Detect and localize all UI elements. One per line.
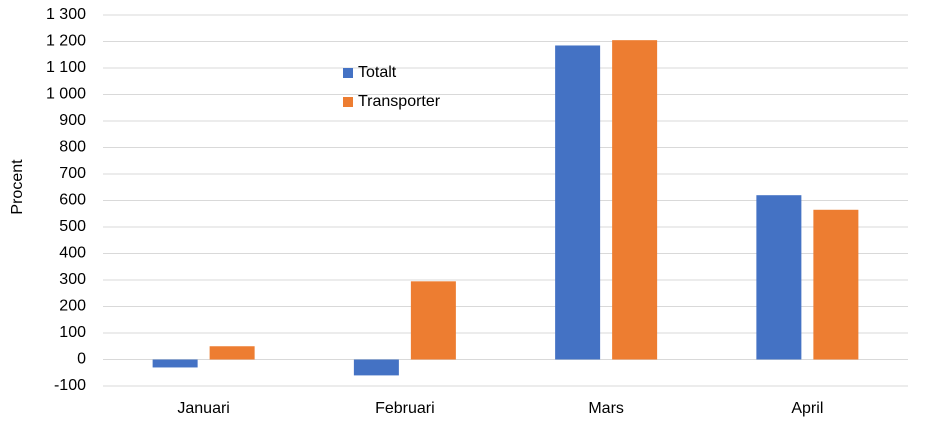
legend-label: Transporter xyxy=(358,93,441,110)
y-tick-label: 0 xyxy=(77,351,86,368)
bar xyxy=(756,195,802,360)
y-tick-label: 200 xyxy=(59,298,86,315)
x-tick-label: Mars xyxy=(588,400,624,417)
y-tick-label: 400 xyxy=(59,245,86,262)
legend-swatch xyxy=(343,97,353,107)
bar xyxy=(612,40,658,360)
y-tick-label: 800 xyxy=(59,139,86,156)
bar xyxy=(555,45,601,360)
y-tick-label: 600 xyxy=(59,192,86,209)
x-tick-label: April xyxy=(791,400,823,417)
y-tick-label: 700 xyxy=(59,165,86,182)
legend-label: Totalt xyxy=(358,64,397,81)
y-tick-label: 300 xyxy=(59,271,86,288)
bar xyxy=(152,359,198,368)
y-tick-label: 1 100 xyxy=(46,59,86,76)
x-tick-label: Januari xyxy=(177,400,229,417)
y-tick-label: -100 xyxy=(54,377,86,394)
y-tick-label: 900 xyxy=(59,112,86,129)
legend-swatch xyxy=(343,68,353,78)
x-tick-label: Februari xyxy=(375,400,435,417)
y-tick-label: 1 200 xyxy=(46,33,86,50)
y-tick-label: 100 xyxy=(59,324,86,341)
bar xyxy=(813,209,859,360)
y-axis-label: Procent xyxy=(9,159,26,215)
y-tick-label: 1 300 xyxy=(46,6,86,23)
bar xyxy=(353,359,399,376)
bar xyxy=(209,346,255,360)
y-tick-label: 500 xyxy=(59,218,86,235)
y-tick-label: 1 000 xyxy=(46,86,86,103)
bar xyxy=(410,281,456,360)
